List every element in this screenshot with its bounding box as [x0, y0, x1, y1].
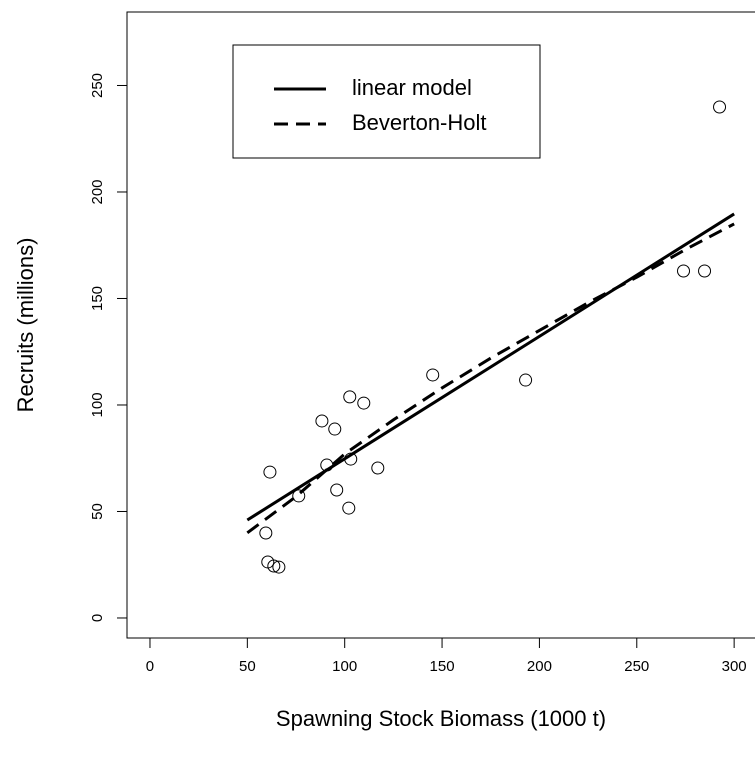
legend-label: Beverton-Holt — [352, 110, 487, 135]
data-point — [342, 501, 356, 515]
y-tick-label: 50 — [89, 503, 106, 520]
fit-line — [246, 212, 735, 522]
data-point — [677, 264, 691, 278]
x-tick-label: 0 — [146, 658, 154, 675]
x-tick-label: 250 — [624, 658, 649, 675]
legend-label: linear model — [352, 75, 472, 100]
y-tick-label: 0 — [89, 614, 106, 622]
data-point — [519, 373, 533, 387]
data-point — [713, 100, 727, 114]
data-point — [292, 489, 306, 503]
data-point — [315, 414, 329, 428]
x-tick-label: 50 — [239, 658, 256, 675]
data-point — [343, 390, 357, 404]
x-axis-title: Spawning Stock Biomass (1000 t) — [276, 706, 606, 731]
y-tick-label: 250 — [89, 73, 106, 98]
data-point — [272, 560, 286, 574]
data-point — [698, 264, 712, 278]
data-point — [426, 368, 440, 382]
data-point — [263, 465, 277, 479]
x-tick-label: 100 — [332, 658, 357, 675]
y-tick-label: 100 — [89, 392, 106, 417]
data-point — [330, 483, 344, 497]
data-point — [267, 559, 281, 573]
x-tick-label: 150 — [430, 658, 455, 675]
y-tick-label: 200 — [89, 179, 106, 204]
fit-line — [246, 222, 735, 534]
data-point — [259, 526, 273, 540]
data-point — [328, 422, 342, 436]
y-axis-title: Recruits (millions) — [13, 238, 38, 413]
x-tick-label: 300 — [722, 658, 747, 675]
y-tick-label: 150 — [89, 286, 106, 311]
data-point — [357, 396, 371, 410]
legend-box — [232, 44, 541, 159]
x-tick-label: 200 — [527, 658, 552, 675]
data-point — [371, 461, 385, 475]
